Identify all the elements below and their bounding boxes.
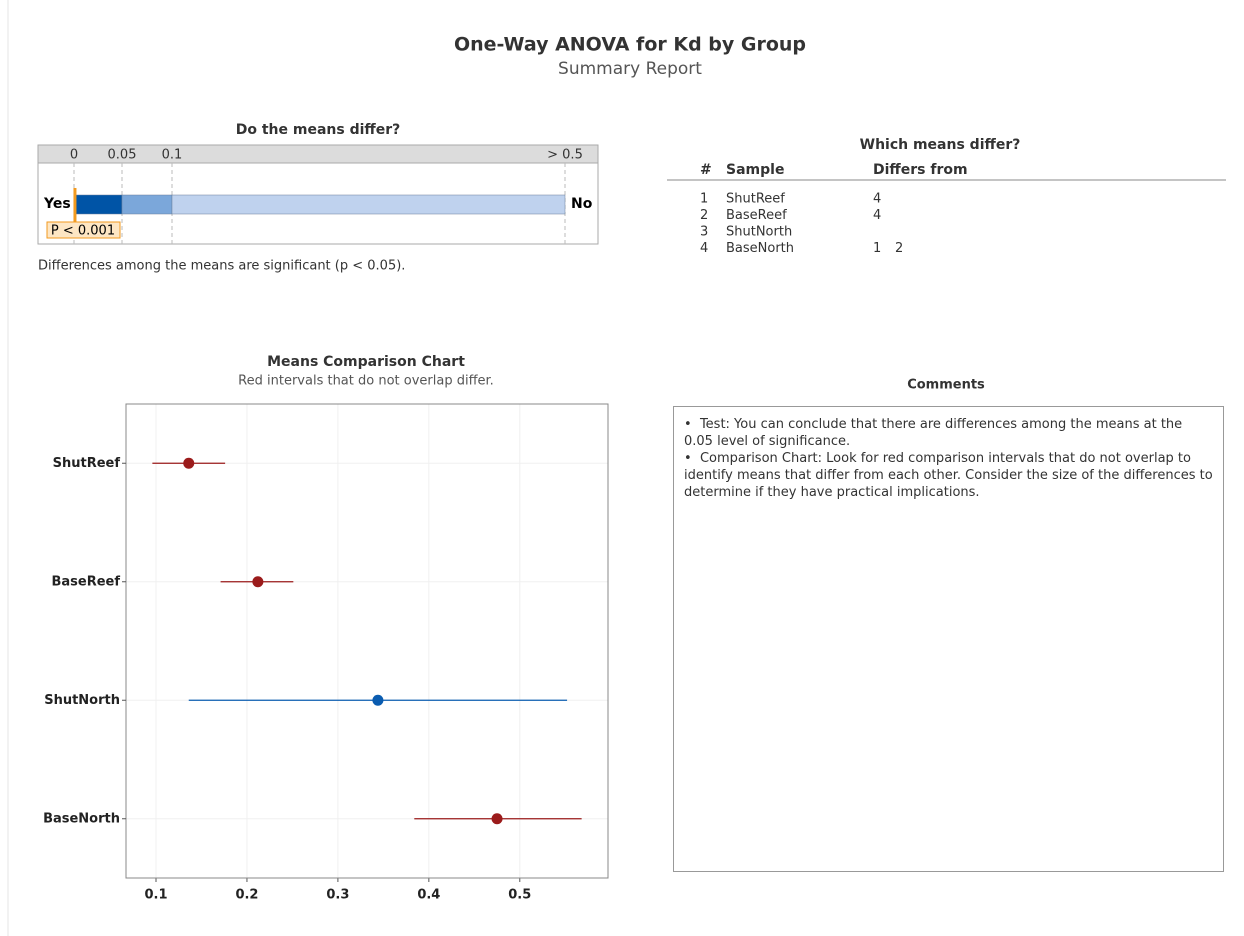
row-sample: BaseReef xyxy=(726,208,787,223)
comments-title: Comments xyxy=(907,378,985,393)
chart-title: Do the means differ? xyxy=(236,122,401,138)
band xyxy=(73,194,123,215)
bullet: • xyxy=(684,417,700,432)
y-tick-label: BaseNorth xyxy=(43,811,120,826)
comment-text: Test: You can conclude that there are di… xyxy=(684,417,1183,449)
y-tick-label: BaseReef xyxy=(51,574,120,589)
x-tick-label: > 0.5 xyxy=(547,148,583,163)
mean-point xyxy=(491,813,503,825)
row-differs: 4 xyxy=(873,208,881,223)
mean-point xyxy=(183,457,195,469)
p-label-box xyxy=(46,221,121,239)
mean-point xyxy=(372,694,384,706)
x-tick-label: 0.3 xyxy=(326,888,349,903)
plot-frame xyxy=(125,403,609,879)
x-tick-label: 0.2 xyxy=(235,888,258,903)
row-number: 2 xyxy=(700,208,708,223)
y-tick-label: ShutNorth xyxy=(44,693,120,708)
left-label: Yes xyxy=(43,196,71,212)
x-tick-label: 0 xyxy=(70,148,78,163)
row-differs: 4 xyxy=(873,192,881,207)
table-title: Which means differ? xyxy=(860,137,1021,153)
right-label: No xyxy=(571,196,593,212)
bullet: • xyxy=(684,451,700,466)
x-tick-label: 0.1 xyxy=(144,888,167,903)
x-tick-label: 0.05 xyxy=(108,148,137,163)
row-number: 4 xyxy=(700,241,708,256)
report-subtitle: Summary Report xyxy=(558,59,702,79)
row-sample: ShutReef xyxy=(726,192,785,207)
x-tick-label: 0.5 xyxy=(508,888,531,903)
row-number: 1 xyxy=(700,192,708,207)
band xyxy=(121,194,173,215)
x-tick-label: 0.4 xyxy=(417,888,440,903)
p-label: P < 0.001 xyxy=(51,224,115,239)
table-header: # xyxy=(700,162,712,178)
table-header: Sample xyxy=(726,162,784,178)
mean-point xyxy=(252,576,264,588)
comment-item: • Comparison Chart: Look for red compari… xyxy=(684,450,1213,501)
y-tick-label: ShutReef xyxy=(53,456,121,471)
band xyxy=(171,194,566,215)
comments-box: • Test: You can conclude that there are … xyxy=(673,406,1224,872)
chart-title: Means Comparison Chart xyxy=(267,354,465,370)
tick-strip xyxy=(37,144,599,164)
chart-subtitle: Red intervals that do not overlap differ… xyxy=(238,374,494,389)
report-title: One-Way ANOVA for Kd by Group xyxy=(454,34,806,56)
row-differs: 2 xyxy=(895,241,903,256)
row-differs: 1 xyxy=(873,241,881,256)
row-number: 3 xyxy=(700,225,708,240)
table-header: Differs from xyxy=(873,162,968,178)
comment-item: • Test: You can conclude that there are … xyxy=(684,416,1213,450)
comment-text: Comparison Chart: Look for red compariso… xyxy=(684,451,1213,500)
x-tick-label: 0.1 xyxy=(162,148,183,163)
row-sample: ShutNorth xyxy=(726,225,792,240)
note: Differences among the means are signific… xyxy=(38,259,405,274)
row-sample: BaseNorth xyxy=(726,241,794,256)
